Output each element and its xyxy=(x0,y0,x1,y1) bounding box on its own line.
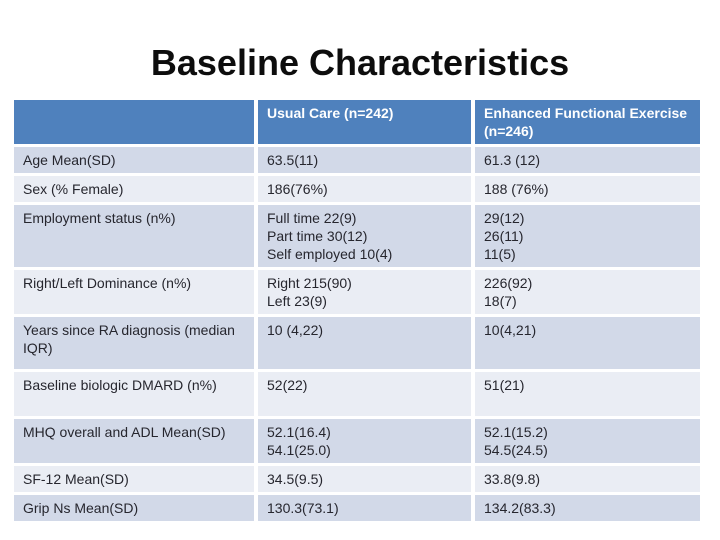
usual-care-cell: Right 215(90) Left 23(9) xyxy=(258,270,475,317)
usual-care-cell: 52.1(16.4) 54.1(25.0) xyxy=(258,419,475,466)
baseline-characteristics-table: Usual Care (n=242) Enhanced Functional E… xyxy=(14,100,700,524)
table-row: Sex (% Female) 186(76%) 188 (76%) xyxy=(14,176,700,205)
row-label-cell: Years since RA diagnosis (median IQR) xyxy=(14,317,258,372)
usual-care-cell: Full time 22(9) Part time 30(12) Self em… xyxy=(258,205,475,270)
usual-care-cell: 52(22) xyxy=(258,372,475,419)
enhanced-exercise-cell: 134.2(83.3) xyxy=(475,495,700,524)
table-header-row: Usual Care (n=242) Enhanced Functional E… xyxy=(14,100,700,147)
row-label-cell: Employment status (n%) xyxy=(14,205,258,270)
table-row: Baseline biologic DMARD (n%) 52(22) 51(21) xyxy=(14,372,700,419)
table-row: MHQ overall and ADL Mean(SD) 52.1(16.4) 5… xyxy=(14,419,700,466)
row-label-cell: SF-12 Mean(SD) xyxy=(14,466,258,495)
usual-care-cell: 63.5(11) xyxy=(258,147,475,176)
enhanced-exercise-cell: 188 (76%) xyxy=(475,176,700,205)
table-row: Age Mean(SD) 63.5(11) 61.3 (12) xyxy=(14,147,700,176)
row-label-cell: Baseline biologic DMARD (n%) xyxy=(14,372,258,419)
usual-care-cell: 130.3(73.1) xyxy=(258,495,475,524)
row-label-cell: Age Mean(SD) xyxy=(14,147,258,176)
usual-care-cell: 10 (4,22) xyxy=(258,317,475,372)
enhanced-exercise-cell: 226(92) 18(7) xyxy=(475,270,700,317)
row-label-cell: Grip Ns Mean(SD) xyxy=(14,495,258,524)
enhanced-exercise-cell: 61.3 (12) xyxy=(475,147,700,176)
usual-care-cell: 186(76%) xyxy=(258,176,475,205)
table-row: Years since RA diagnosis (median IQR) 10 … xyxy=(14,317,700,372)
header-cell-blank xyxy=(14,100,258,147)
table-row: Grip Ns Mean(SD) 130.3(73.1) 134.2(83.3) xyxy=(14,495,700,524)
page-title: Baseline Characteristics xyxy=(150,42,570,83)
table-body: Age Mean(SD) 63.5(11) 61.3 (12) Sex (% Fema… xyxy=(14,147,700,524)
enhanced-exercise-cell: 29(12) 26(11) 11(5) xyxy=(475,205,700,270)
usual-care-cell: 34.5(9.5) xyxy=(258,466,475,495)
table-row: Right/Left Dominance (n%) Right 215(90) L… xyxy=(14,270,700,317)
enhanced-exercise-cell: 51(21) xyxy=(475,372,700,419)
row-label-cell: MHQ overall and ADL Mean(SD) xyxy=(14,419,258,466)
enhanced-exercise-cell: 10(4,21) xyxy=(475,317,700,372)
row-label-cell: Sex (% Female) xyxy=(14,176,258,205)
header-cell-enhanced-exercise: Enhanced Functional Exercise (n=246) xyxy=(475,100,700,147)
table-row: Employment status (n%) Full time 22(9) Pa… xyxy=(14,205,700,270)
header-cell-usual-care: Usual Care (n=242) xyxy=(258,100,475,147)
enhanced-exercise-cell: 33.8(9.8) xyxy=(475,466,700,495)
table-row: SF-12 Mean(SD) 34.5(9.5) 33.8(9.8) xyxy=(14,466,700,495)
row-label-cell: Right/Left Dominance (n%) xyxy=(14,270,258,317)
enhanced-exercise-cell: 52.1(15.2) 54.5(24.5) xyxy=(475,419,700,466)
